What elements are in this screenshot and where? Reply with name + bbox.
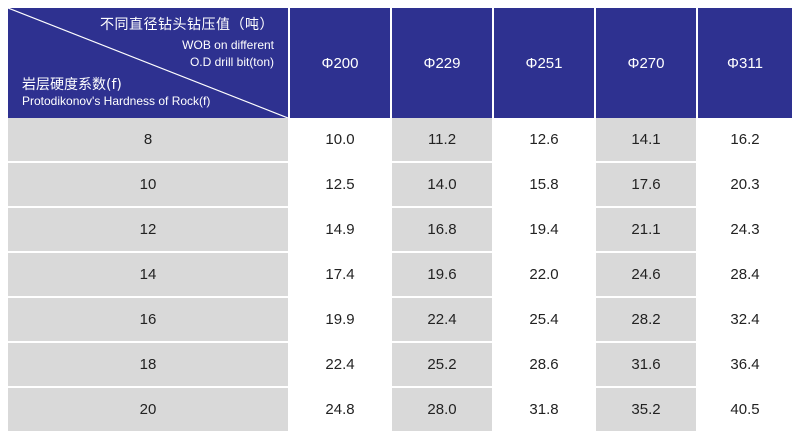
wob-value-cell: 25.4: [494, 298, 594, 341]
table-row: 18 22.4 25.2 28.6 31.6 36.4: [8, 343, 792, 386]
wob-value-cell: 19.4: [494, 208, 594, 251]
wob-value-cell: 12.5: [290, 163, 390, 206]
wob-value-cell: 17.6: [596, 163, 696, 206]
column-header-4: Φ270: [627, 54, 665, 72]
wob-value-cell: 22.0: [494, 253, 594, 296]
wob-value-cell: 28.0: [392, 388, 492, 431]
corner-header-cell: 不同直径钻头钻压值（吨） WOB on different O.D drill …: [8, 8, 288, 118]
hardness-cell: 8: [8, 118, 288, 161]
table-row: 20 24.8 28.0 31.8 35.2 40.5: [8, 388, 792, 431]
wob-value-cell: 22.4: [290, 343, 390, 386]
wob-value-cell: 14.0: [392, 163, 492, 206]
wob-value-cell: 24.6: [596, 253, 696, 296]
column-label-en-line2: O.D drill bit(ton): [189, 55, 274, 69]
wob-value-cell: 35.2: [596, 388, 696, 431]
wob-value-cell: 14.9: [290, 208, 390, 251]
wob-value-cell: 16.2: [698, 118, 792, 161]
wob-value-cell: 40.5: [698, 388, 792, 431]
wob-table: 不同直径钻头钻压值（吨） WOB on different O.D drill …: [8, 8, 792, 434]
wob-value-cell: 25.2: [392, 343, 492, 386]
table-row: 16 19.9 22.4 25.4 28.2 32.4: [8, 298, 792, 341]
wob-value-cell: 17.4: [290, 253, 390, 296]
wob-value-cell: 21.1: [596, 208, 696, 251]
hardness-cell: 10: [8, 163, 288, 206]
column-header-2: Φ229: [423, 54, 461, 72]
diagonal-divider: [8, 8, 288, 118]
row-label-en: Protodikonov's Hardness of Rock(f): [22, 94, 211, 108]
table-row: 8 10.0 11.2 12.6 14.1 16.2: [8, 118, 792, 161]
table-header: 不同直径钻头钻压值（吨） WOB on different O.D drill …: [8, 8, 792, 118]
row-label-zh: 岩层硬度系数(f): [22, 77, 122, 93]
wob-value-cell: 28.4: [698, 253, 792, 296]
column-header-5: Φ311: [727, 54, 763, 72]
row-divider: [8, 296, 792, 298]
column-divider: [390, 8, 392, 431]
wob-value-cell: 14.1: [596, 118, 696, 161]
wob-value-cell: 28.2: [596, 298, 696, 341]
column-divider: [288, 8, 290, 431]
hardness-cell: 12: [8, 208, 288, 251]
column-header-1: Φ200: [321, 54, 359, 72]
column-divider: [696, 8, 698, 431]
hardness-cell: 16: [8, 298, 288, 341]
table-row: 10 12.5 14.0 15.8 17.6 20.3: [8, 163, 792, 206]
table-row: 12 14.9 16.8 19.4 21.1 24.3: [8, 208, 792, 251]
wob-value-cell: 22.4: [392, 298, 492, 341]
hardness-cell: 14: [8, 253, 288, 296]
wob-value-cell: 32.4: [698, 298, 792, 341]
table-row: 14 17.4 19.6 22.0 24.6 28.4: [8, 253, 792, 296]
column-divider: [492, 8, 494, 431]
wob-value-cell: 36.4: [698, 343, 792, 386]
wob-value-cell: 10.0: [290, 118, 390, 161]
wob-value-cell: 16.8: [392, 208, 492, 251]
wob-value-cell: 15.8: [494, 163, 594, 206]
wob-value-cell: 19.6: [392, 253, 492, 296]
wob-value-cell: 19.9: [290, 298, 390, 341]
wob-value-cell: 31.6: [596, 343, 696, 386]
wob-value-cell: 28.6: [494, 343, 594, 386]
wob-value-cell: 24.3: [698, 208, 792, 251]
hardness-cell: 20: [8, 388, 288, 431]
column-label-zh: 不同直径钻头钻压值（吨）: [100, 17, 274, 33]
row-divider: [8, 206, 792, 208]
column-divider: [594, 8, 596, 431]
column-header-3: Φ251: [525, 54, 563, 72]
wob-value-cell: 11.2: [392, 118, 492, 161]
row-divider: [8, 341, 792, 343]
wob-value-cell: 12.6: [494, 118, 594, 161]
wob-value-cell: 20.3: [698, 163, 792, 206]
wob-value-cell: 31.8: [494, 388, 594, 431]
wob-value-cell: 24.8: [290, 388, 390, 431]
hardness-cell: 18: [8, 343, 288, 386]
column-label-en-line1: WOB on different: [182, 38, 274, 52]
row-divider: [8, 251, 792, 253]
row-divider: [8, 386, 792, 388]
row-divider: [8, 161, 792, 163]
